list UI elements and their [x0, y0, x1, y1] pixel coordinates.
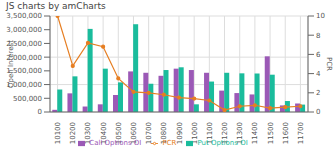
svg-text:10200: 10200 [69, 122, 77, 144]
svg-text:0: 0 [316, 108, 320, 116]
svg-text:10400: 10400 [100, 122, 108, 144]
svg-text:3,500,000: 3,500,000 [8, 12, 42, 20]
svg-text:Open Interest: Open Interest [8, 40, 15, 88]
html-text:JS charts by amCharts: JS charts by amCharts [6, 1, 106, 11]
svg-text:10900: 10900 [176, 122, 184, 144]
svg-text:11700: 11700 [297, 122, 305, 144]
svg-text:11300: 11300 [236, 122, 244, 144]
svg-text:10700: 10700 [145, 122, 153, 144]
svg-text:2: 2 [316, 89, 320, 97]
svg-text:11400: 11400 [251, 122, 259, 144]
svg-text:10800: 10800 [160, 122, 168, 144]
svg-text:500,000: 500,000 [13, 95, 42, 103]
svg-text:11200: 11200 [221, 122, 229, 144]
html-text:Put Options OI: Put Options OI [197, 139, 248, 147]
svg-text:10600: 10600 [130, 122, 138, 144]
svg-text:10500: 10500 [115, 122, 123, 144]
html-text:PCR: PCR [162, 139, 177, 147]
svg-text:4: 4 [316, 70, 321, 78]
svg-text:8: 8 [316, 32, 320, 40]
svg-text:6: 6 [316, 51, 321, 59]
html-text:Call Options OI: Call Options OI [89, 139, 142, 147]
svg-text:10: 10 [316, 12, 325, 20]
svg-text:3,000,000: 3,000,000 [8, 26, 42, 34]
svg-text:11000: 11000 [191, 122, 199, 144]
svg-text:0: 0 [38, 108, 42, 116]
svg-text:11600: 11600 [282, 122, 290, 144]
svg-text:11100: 11100 [206, 122, 214, 144]
svg-text:PCR: PCR [325, 57, 328, 71]
svg-text:11500: 11500 [267, 122, 275, 144]
svg-text:10100: 10100 [54, 122, 62, 144]
svg-text:10300: 10300 [84, 122, 92, 144]
